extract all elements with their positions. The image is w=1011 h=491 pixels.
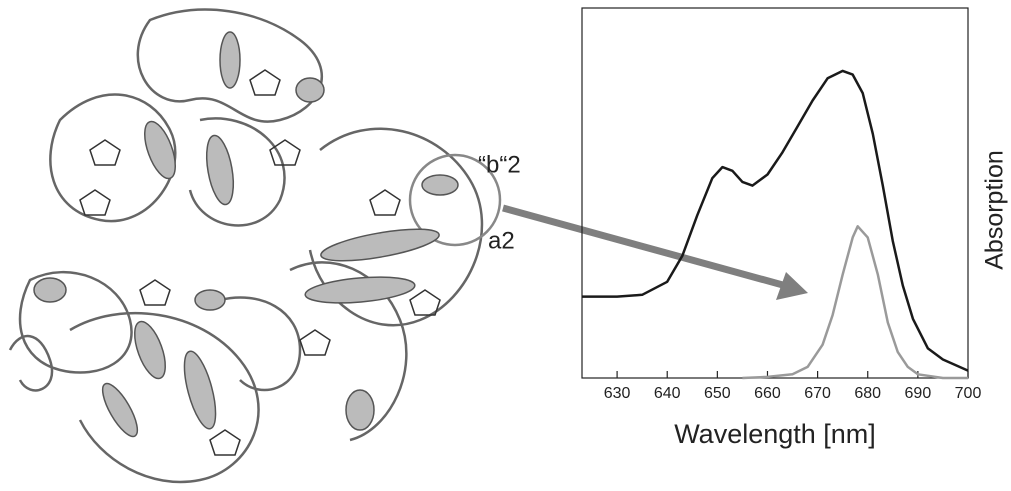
arrow-shaft bbox=[502, 204, 791, 291]
arrow-head bbox=[776, 272, 808, 300]
annotation: “b“2 bbox=[478, 151, 521, 178]
x-axis-label: Wavelength [nm] bbox=[674, 419, 876, 449]
y-axis-label: Absorption bbox=[981, 150, 1009, 270]
plot-frame bbox=[581, 7, 969, 379]
annotation: a2 bbox=[488, 227, 515, 254]
x-tick-label: 660 bbox=[754, 385, 781, 402]
x-tick-label: 670 bbox=[804, 385, 831, 402]
spectrum-line bbox=[742, 225, 968, 380]
spectrum-line bbox=[582, 69, 969, 372]
protein-structure bbox=[8, 8, 502, 484]
x-tick-label: 700 bbox=[955, 385, 982, 402]
x-tick-label: 680 bbox=[854, 385, 881, 402]
x-tick-label: 650 bbox=[704, 385, 731, 402]
x-tick-label: 690 bbox=[905, 385, 932, 402]
x-tick-label: 630 bbox=[604, 385, 631, 402]
x-tick-label: 640 bbox=[654, 385, 681, 402]
